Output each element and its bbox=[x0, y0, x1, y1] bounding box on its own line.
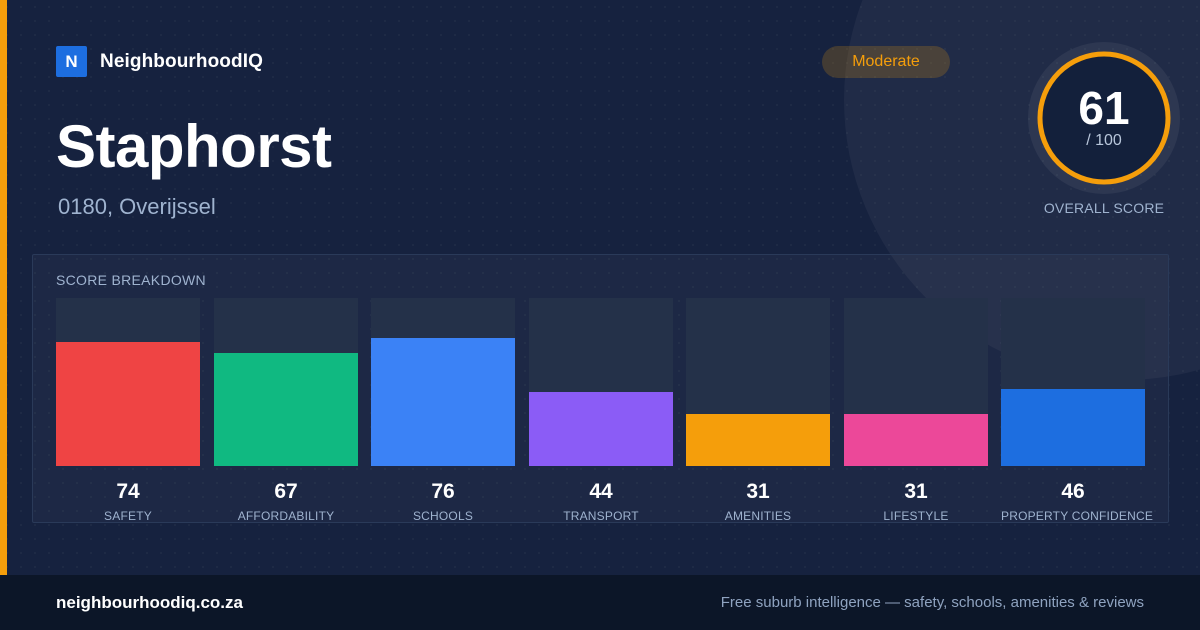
bar-track bbox=[1001, 298, 1145, 466]
bar-label: SAFETY bbox=[104, 509, 152, 523]
score-ring-arc bbox=[1037, 51, 1171, 185]
bar-track bbox=[56, 298, 200, 466]
bar-value: 31 bbox=[746, 480, 770, 503]
suburb-title: Staphorst bbox=[56, 113, 332, 180]
bar-fill bbox=[214, 353, 358, 466]
bar-track bbox=[214, 298, 358, 466]
score-bar-property-confidence: 46 PROPERTY CONFIDENCE bbox=[1001, 298, 1154, 523]
suburb-location: 0180, Overijssel bbox=[58, 194, 216, 219]
overall-score-max: / 100 bbox=[1086, 132, 1122, 149]
score-bar-safety: 74 SAFETY bbox=[56, 298, 200, 523]
bar-label: TRANSPORT bbox=[563, 509, 639, 523]
score-ring-track bbox=[1040, 54, 1168, 182]
bar-label: AFFORDABILITY bbox=[237, 509, 335, 523]
overall-score-ring bbox=[1028, 42, 1180, 194]
bar-value: 74 bbox=[116, 480, 140, 503]
footer-tagline: Free suburb intelligence — safety, schoo… bbox=[720, 594, 1144, 611]
bar-track bbox=[529, 298, 673, 466]
bar-fill bbox=[529, 392, 673, 466]
bar-value: 67 bbox=[274, 480, 298, 503]
brand-name: NeighbourhoodIQ bbox=[100, 50, 263, 72]
bar-fill bbox=[371, 338, 515, 466]
brand-logo-icon: N bbox=[56, 46, 87, 77]
score-bar-lifestyle: 31 LIFESTYLE bbox=[844, 298, 988, 523]
footer: neighbourhoodiq.co.za Free suburb intell… bbox=[0, 575, 1200, 630]
brand[interactable]: N NeighbourhoodIQ bbox=[56, 46, 263, 77]
bar-label: LIFESTYLE bbox=[883, 509, 949, 523]
bar-label: PROPERTY CONFIDENCE bbox=[1001, 509, 1154, 523]
overall-score-caption: OVERALL SCORE bbox=[1043, 200, 1165, 216]
accent-stripe bbox=[0, 0, 7, 575]
bar-value: 76 bbox=[431, 480, 455, 503]
score-breakdown-title: SCORE BREAKDOWN bbox=[56, 272, 206, 288]
score-bar-amenities: 31 AMENITIES bbox=[686, 298, 830, 523]
overall-score-value: 61 bbox=[1078, 82, 1130, 134]
footer-url[interactable]: neighbourhoodiq.co.za bbox=[56, 592, 243, 612]
bar-track bbox=[686, 298, 830, 466]
score-bar-schools: 76 SCHOOLS bbox=[371, 298, 515, 523]
bar-fill bbox=[844, 414, 988, 466]
bar-value: 31 bbox=[904, 480, 928, 503]
score-bar-affordability: 67 AFFORDABILITY bbox=[214, 298, 358, 523]
bar-value: 44 bbox=[589, 480, 613, 503]
bar-track bbox=[844, 298, 988, 466]
rating-badge: Moderate bbox=[822, 46, 950, 78]
score-breakdown-panel bbox=[32, 254, 1169, 523]
bar-fill bbox=[686, 414, 830, 466]
bar-fill bbox=[1001, 389, 1145, 466]
bar-label: AMENITIES bbox=[724, 509, 792, 523]
bar-fill bbox=[56, 342, 200, 466]
bar-track bbox=[371, 298, 515, 466]
score-bar-transport: 44 TRANSPORT bbox=[529, 298, 673, 523]
bar-label: SCHOOLS bbox=[412, 509, 474, 523]
bar-value: 46 bbox=[1061, 480, 1085, 503]
